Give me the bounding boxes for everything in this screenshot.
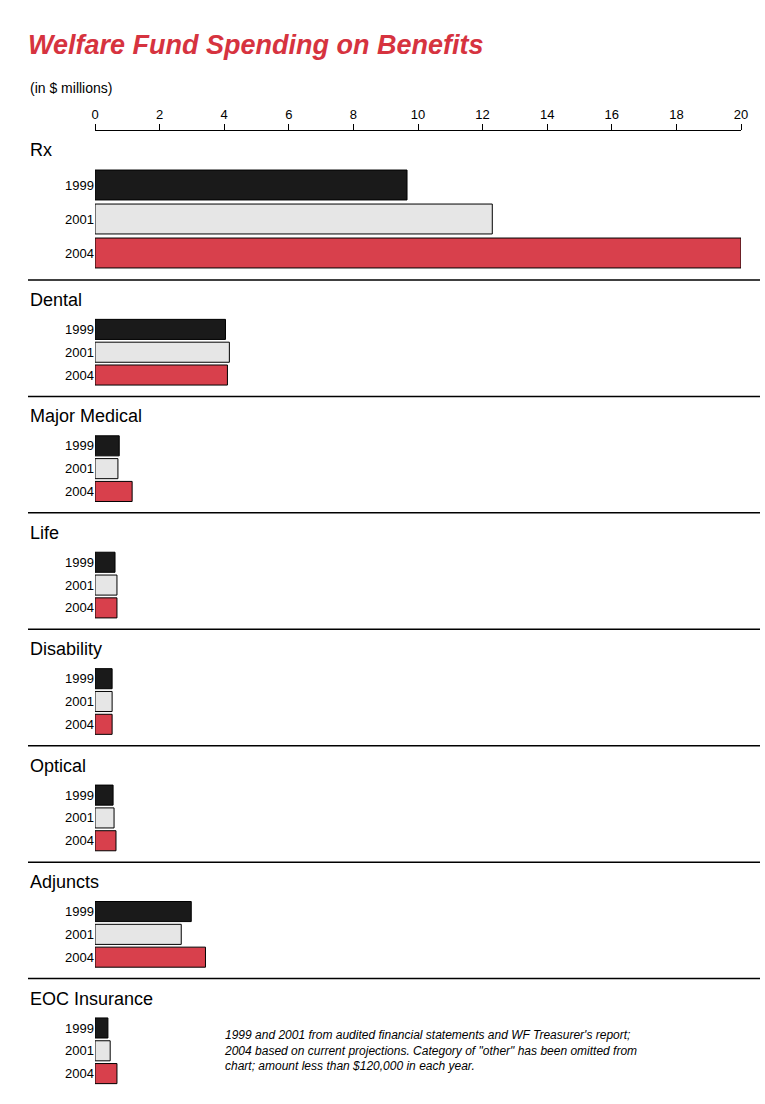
svg-text:1999: 1999 bbox=[65, 178, 94, 193]
svg-text:1999: 1999 bbox=[65, 1021, 94, 1036]
svg-text:EOC Insurance: EOC Insurance bbox=[30, 989, 153, 1009]
svg-text:Life: Life bbox=[30, 523, 59, 543]
svg-text:2004: 2004 bbox=[65, 950, 94, 965]
svg-text:Welfare Fund Spending on Benef: Welfare Fund Spending on Benefits bbox=[28, 30, 484, 60]
svg-text:2004: 2004 bbox=[65, 833, 94, 848]
svg-text:2: 2 bbox=[156, 107, 163, 122]
svg-text:20: 20 bbox=[734, 107, 748, 122]
svg-text:Optical: Optical bbox=[30, 756, 86, 776]
svg-text:2001: 2001 bbox=[65, 927, 94, 942]
svg-text:2001: 2001 bbox=[65, 810, 94, 825]
svg-text:Rx: Rx bbox=[30, 140, 52, 160]
svg-text:4: 4 bbox=[221, 107, 228, 122]
svg-text:2004: 2004 bbox=[65, 1066, 94, 1081]
svg-text:2004: 2004 bbox=[65, 368, 94, 383]
svg-text:10: 10 bbox=[411, 107, 425, 122]
svg-text:8: 8 bbox=[350, 107, 357, 122]
svg-text:Major Medical: Major Medical bbox=[30, 406, 142, 426]
svg-text:1999: 1999 bbox=[65, 671, 94, 686]
svg-text:1999 and 2001 from audited fin: 1999 and 2001 from audited financial sta… bbox=[224, 1028, 637, 1073]
svg-text:2001: 2001 bbox=[65, 461, 94, 476]
svg-text:16: 16 bbox=[605, 107, 619, 122]
svg-text:2001: 2001 bbox=[65, 1043, 94, 1058]
svg-text:2001: 2001 bbox=[65, 345, 94, 360]
svg-text:2004: 2004 bbox=[65, 600, 94, 615]
svg-text:18: 18 bbox=[669, 107, 683, 122]
svg-text:0: 0 bbox=[91, 107, 98, 122]
svg-text:2004: 2004 bbox=[65, 246, 94, 261]
svg-text:1999: 1999 bbox=[65, 788, 94, 803]
svg-text:Adjuncts: Adjuncts bbox=[30, 872, 99, 892]
svg-text:Disability: Disability bbox=[30, 639, 102, 659]
svg-text:1999: 1999 bbox=[65, 322, 94, 337]
svg-text:2001: 2001 bbox=[65, 212, 94, 227]
svg-text:Dental: Dental bbox=[30, 290, 82, 310]
svg-text:(in $ millions): (in $ millions) bbox=[30, 80, 112, 96]
svg-text:6: 6 bbox=[285, 107, 292, 122]
svg-text:2001: 2001 bbox=[65, 694, 94, 709]
svg-text:12: 12 bbox=[475, 107, 489, 122]
svg-text:2001: 2001 bbox=[65, 578, 94, 593]
svg-text:2004: 2004 bbox=[65, 484, 94, 499]
svg-text:2004: 2004 bbox=[65, 717, 94, 732]
svg-text:1999: 1999 bbox=[65, 904, 94, 919]
svg-text:1999: 1999 bbox=[65, 438, 94, 453]
svg-text:1999: 1999 bbox=[65, 555, 94, 570]
svg-text:14: 14 bbox=[540, 107, 554, 122]
